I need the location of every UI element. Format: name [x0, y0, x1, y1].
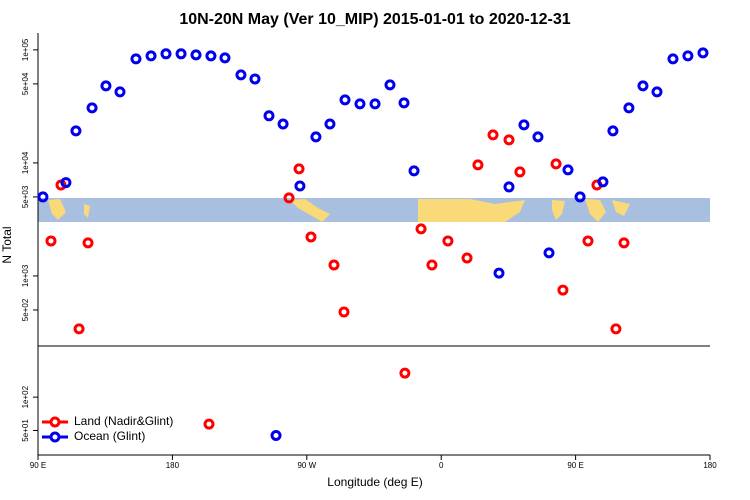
data-point — [623, 102, 635, 114]
y-tick-label: 5e+03 — [21, 185, 30, 208]
map-background — [38, 198, 710, 222]
data-point — [263, 110, 275, 122]
y-tick-label: 5e+02 — [21, 298, 30, 321]
data-point — [160, 48, 172, 60]
x-tick-label: 90 E — [30, 461, 46, 470]
data-point — [235, 69, 247, 81]
data-point — [219, 52, 231, 64]
data-point — [339, 94, 351, 106]
data-point — [562, 164, 574, 176]
data-point — [610, 323, 622, 335]
data-point — [82, 237, 94, 249]
y-tick-label: 1e+05 — [21, 38, 30, 61]
data-point — [408, 165, 420, 177]
data-point — [415, 223, 427, 235]
y-axis-label: N Total — [0, 226, 14, 263]
y-tick-label: 5e+04 — [21, 72, 30, 95]
data-point — [651, 86, 663, 98]
data-point — [294, 180, 306, 192]
data-point — [130, 53, 142, 65]
data-point — [328, 259, 340, 271]
legend-item: Ocean (Glint) — [42, 429, 145, 443]
data-point — [37, 191, 49, 203]
data-point — [114, 86, 126, 98]
x-axis-label: Longitude (deg E) — [327, 475, 422, 489]
data-point — [354, 98, 366, 110]
data-point — [305, 231, 317, 243]
data-point — [338, 306, 350, 318]
data-point — [205, 50, 217, 62]
data-point — [472, 159, 484, 171]
data-point — [574, 191, 586, 203]
data-point — [270, 430, 282, 442]
data-point — [399, 367, 411, 379]
data-point — [557, 284, 569, 296]
data-point — [398, 97, 410, 109]
data-point — [70, 125, 82, 137]
legend-label: Land (Nadir&Glint) — [74, 414, 173, 428]
data-point — [45, 235, 57, 247]
data-point — [73, 323, 85, 335]
data-point — [618, 237, 630, 249]
x-tick-label: 180 — [703, 461, 717, 470]
data-point — [426, 259, 438, 271]
data-point — [487, 129, 499, 141]
data-point — [369, 98, 381, 110]
data-point — [543, 247, 555, 259]
y-tick-label: 1e+02 — [21, 385, 30, 408]
data-point — [86, 102, 98, 114]
data-point — [582, 235, 594, 247]
x-tick-label: 0 — [439, 461, 444, 470]
data-point — [249, 73, 261, 85]
axes-frame — [37, 33, 710, 456]
data-point — [100, 80, 112, 92]
legend-label: Ocean (Glint) — [74, 429, 145, 443]
data-point — [697, 47, 709, 59]
data-point — [324, 118, 336, 130]
legend-item: Land (Nadir&Glint) — [42, 414, 173, 428]
data-point — [518, 119, 530, 131]
data-point — [514, 166, 526, 178]
legend-marker — [49, 431, 61, 443]
data-point — [503, 134, 515, 146]
chart-title: 10N-20N May (Ver 10_MIP) 2015-01-01 to 2… — [179, 11, 570, 28]
data-point — [667, 53, 679, 65]
data-point — [550, 158, 562, 170]
data-point — [384, 79, 396, 91]
y-tick-label: 1e+04 — [21, 151, 30, 174]
data-point — [293, 163, 305, 175]
y-tick-label: 1e+03 — [21, 264, 30, 287]
legend-marker — [49, 416, 61, 428]
data-point — [310, 131, 322, 143]
data-point — [283, 192, 295, 204]
data-point — [532, 131, 544, 143]
data-point — [190, 49, 202, 61]
data-point — [203, 418, 215, 430]
data-point — [503, 181, 515, 193]
y-tick-label: 5e+01 — [21, 419, 30, 442]
x-tick-label: 90 W — [297, 461, 316, 470]
data-point — [442, 235, 454, 247]
data-point — [607, 125, 619, 137]
data-point — [637, 80, 649, 92]
data-point — [277, 118, 289, 130]
data-point — [175, 48, 187, 60]
data-point — [493, 267, 505, 279]
data-point — [461, 252, 473, 264]
x-tick-label: 90 E — [567, 461, 583, 470]
data-point — [682, 50, 694, 62]
data-point — [60, 177, 72, 189]
data-point — [597, 176, 609, 188]
data-point — [145, 50, 157, 62]
x-tick-label: 180 — [166, 461, 180, 470]
